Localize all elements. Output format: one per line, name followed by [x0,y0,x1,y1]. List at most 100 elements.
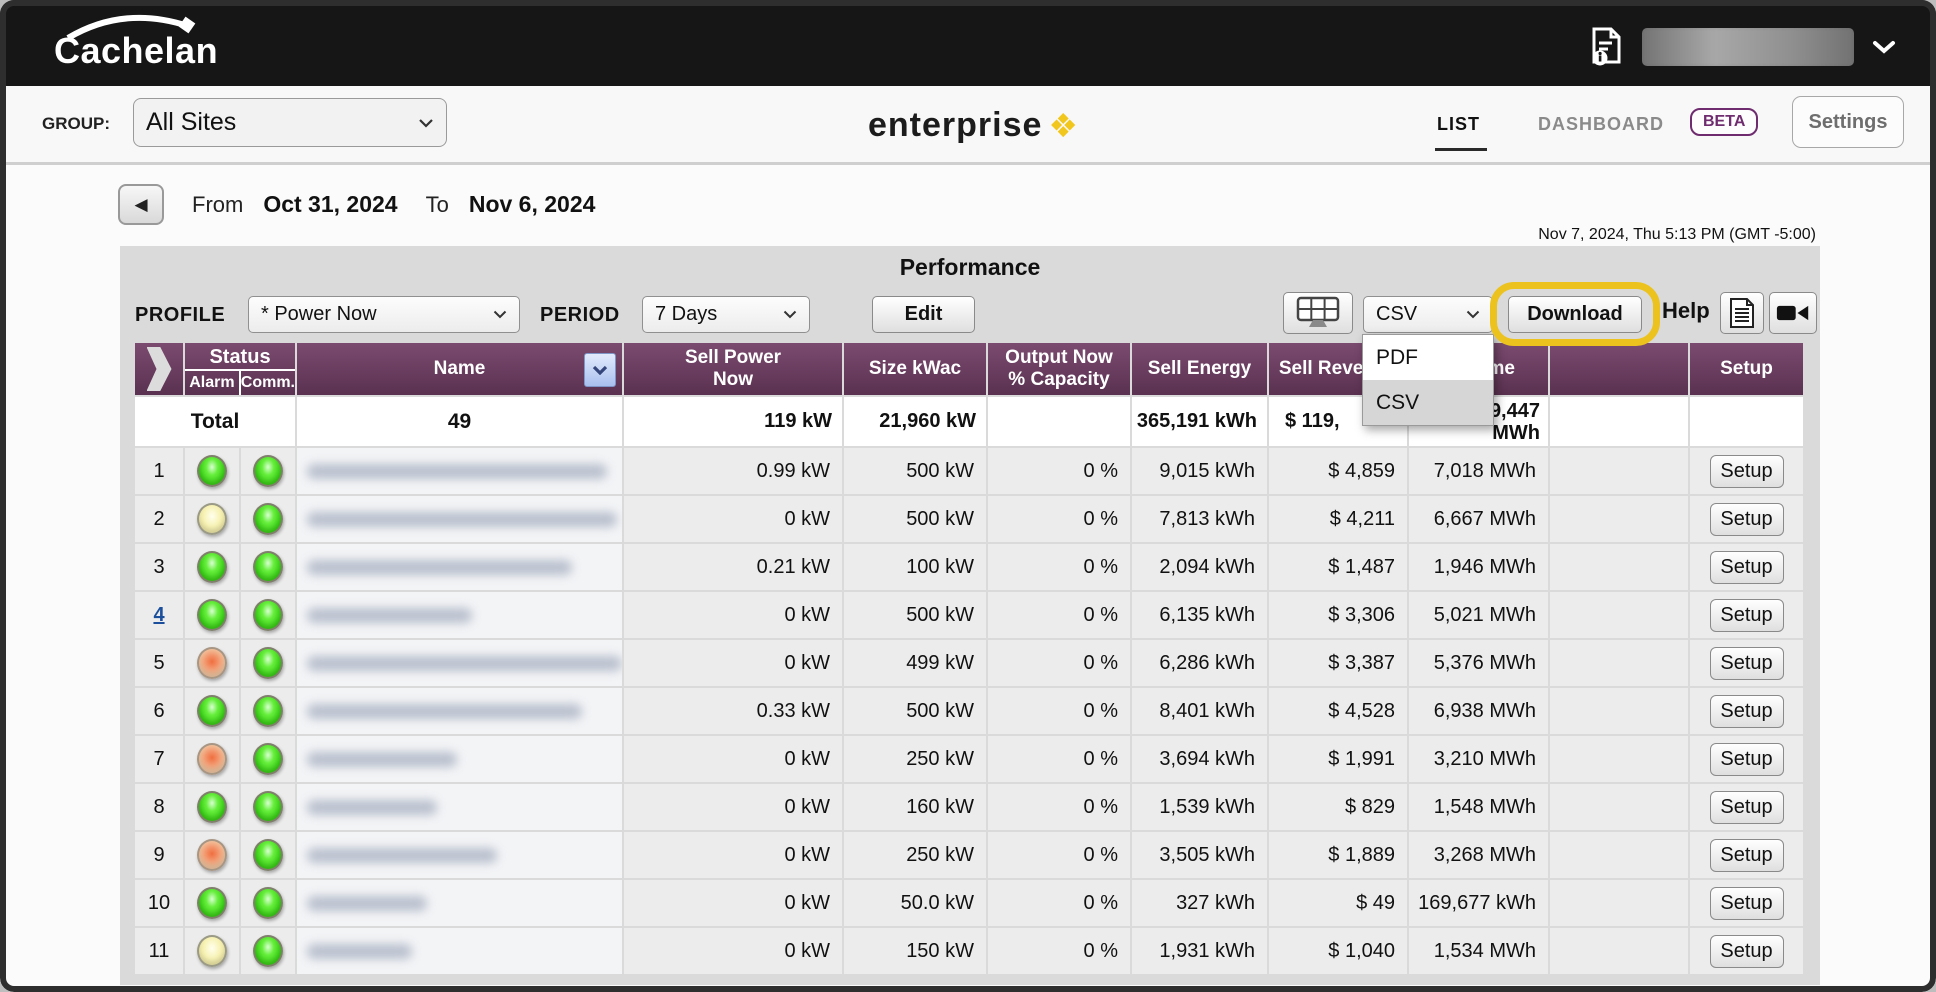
chevron-down-icon [1466,310,1480,319]
chart-cell [1550,784,1688,830]
site-name-redacted[interactable] [307,895,427,911]
topbar-right-group [1588,26,1896,68]
main-toolbar: GROUP: All Sites enterprise ❖ LIST DASHB… [0,86,1936,165]
sell-power-cell: 0.33 kW [624,688,842,734]
download-button[interactable]: Download [1508,296,1642,333]
site-name-redacted[interactable] [307,943,412,959]
header-name-label: Name [433,358,486,380]
comm-status-led [253,551,283,583]
sell-power-cell: 0 kW [624,784,842,830]
setup-button[interactable]: Setup [1709,502,1784,536]
tab-dashboard[interactable]: DASHBOARD [1538,114,1664,134]
setup-button[interactable]: Setup [1709,694,1784,728]
comm-status-led [253,503,283,535]
period-select-value: 7 Days [655,303,718,325]
period-select[interactable]: 7 Days [642,296,810,333]
to-date: Nov 6, 2024 [468,191,596,217]
setup-button[interactable]: Setup [1709,646,1784,680]
header-status-sublabels: Alarm Comm. [185,369,295,395]
lifetime-cell: 169,677 kWh [1409,880,1548,926]
setup-button[interactable]: Setup [1709,838,1784,872]
sell-energy-cell: 9,015 kWh [1132,448,1267,494]
row-number-cell: 10 [135,880,183,926]
export-option-pdf[interactable]: PDF [1376,345,1418,369]
site-name-cell [297,784,622,830]
lifetime-cell: 1,946 MWh [1409,544,1548,590]
site-name-redacted[interactable] [307,751,457,767]
setup-button[interactable]: Setup [1709,742,1784,776]
sell-energy-cell: 1,931 kWh [1132,928,1267,974]
row-number: 6 [153,699,165,722]
profile-select[interactable]: * Power Now [248,296,520,333]
export-format-select[interactable]: CSV [1363,296,1493,333]
setup-button[interactable]: Setup [1709,550,1784,584]
sell-revenue-cell: $ 49 [1269,880,1407,926]
site-name-cell [297,640,622,686]
alarm-status-led [197,743,227,775]
from-date: Oct 31, 2024 [263,191,398,217]
site-name-redacted[interactable] [307,463,607,479]
previous-period-button[interactable]: ◀ [118,184,164,225]
total-output [988,397,1130,446]
account-name-redacted[interactable] [1642,28,1854,66]
size-cell: 500 kW [844,448,986,494]
setup-button[interactable]: Setup [1709,886,1784,920]
header-comm: Comm. [238,371,295,395]
chart-cell [1550,544,1688,590]
header-setup: Setup [1690,343,1803,395]
size-cell: 100 kW [844,544,986,590]
sell-power-cell: 0 kW [624,832,842,878]
group-select-value: All Sites [146,108,237,136]
cachelan-logo[interactable]: Cachelan [54,14,218,72]
help-document-button[interactable] [1720,292,1764,334]
header-status: Status Alarm Comm. [185,343,295,395]
site-name-redacted[interactable] [307,559,572,575]
back-arrow-icon: ◀ [134,194,148,214]
help-video-button[interactable] [1769,292,1817,334]
header-alarm: Alarm [189,373,235,391]
setup-cell: Setup [1690,784,1803,830]
table-row: 8 0 kW 160 kW 0 % 1,539 kWh $ 829 1,548 MWh Set… [135,784,1803,830]
setup-button[interactable]: Setup [1709,790,1784,824]
group-select[interactable]: All Sites [133,98,447,147]
lifetime-cell: 5,376 MWh [1409,640,1548,686]
setup-button[interactable]: Setup [1709,454,1784,488]
site-name-redacted[interactable] [307,655,622,671]
row-number-cell: 8 [135,784,183,830]
site-name-redacted[interactable] [307,847,497,863]
table-view-button[interactable] [1283,292,1353,334]
setup-button[interactable]: Setup [1709,934,1784,968]
sell-revenue-cell: $ 4,211 [1269,496,1407,542]
edit-button[interactable]: Edit [872,296,975,333]
site-name-cell [297,496,622,542]
tab-list[interactable]: LIST [1437,114,1480,134]
table-header: Status Alarm Comm. Name Sell Power Now S… [135,343,1803,395]
row-number-cell: 7 [135,736,183,782]
setup-button[interactable]: Setup [1709,598,1784,632]
chart-cell [1550,736,1688,782]
size-cell: 160 kW [844,784,986,830]
profile-label: PROFILE [135,304,226,326]
total-row: Total 49 119 kW 21,960 kW 365,191 kWh $ … [135,397,1803,446]
site-name-redacted[interactable] [307,703,582,719]
row-number-cell: 5 [135,640,183,686]
settings-button[interactable]: Settings [1792,96,1904,148]
output-cell: 0 % [988,688,1130,734]
table-row: 1 0.99 kW 500 kW 0 % 9,015 kWh $ 4,859 7,018 M… [135,448,1803,494]
account-chevron-icon[interactable] [1872,40,1896,54]
site-name-redacted[interactable] [307,511,617,527]
current-timestamp: Nov 7, 2024, Thu 5:13 PM (GMT -5:00) [1538,226,1816,243]
chart-cell [1550,448,1688,494]
row-number-cell: 4 [135,592,183,638]
chart-cell [1550,688,1688,734]
row-number: 10 [147,891,171,914]
row-number[interactable]: 4 [153,603,165,626]
alarm-cell [185,736,239,782]
report-info-icon[interactable] [1588,26,1624,68]
output-cell: 0 % [988,784,1130,830]
name-sort-select[interactable] [584,353,616,387]
site-name-redacted[interactable] [307,799,437,815]
export-option-csv[interactable]: CSV [1363,380,1493,425]
row-number: 9 [153,843,165,866]
site-name-redacted[interactable] [307,607,472,623]
